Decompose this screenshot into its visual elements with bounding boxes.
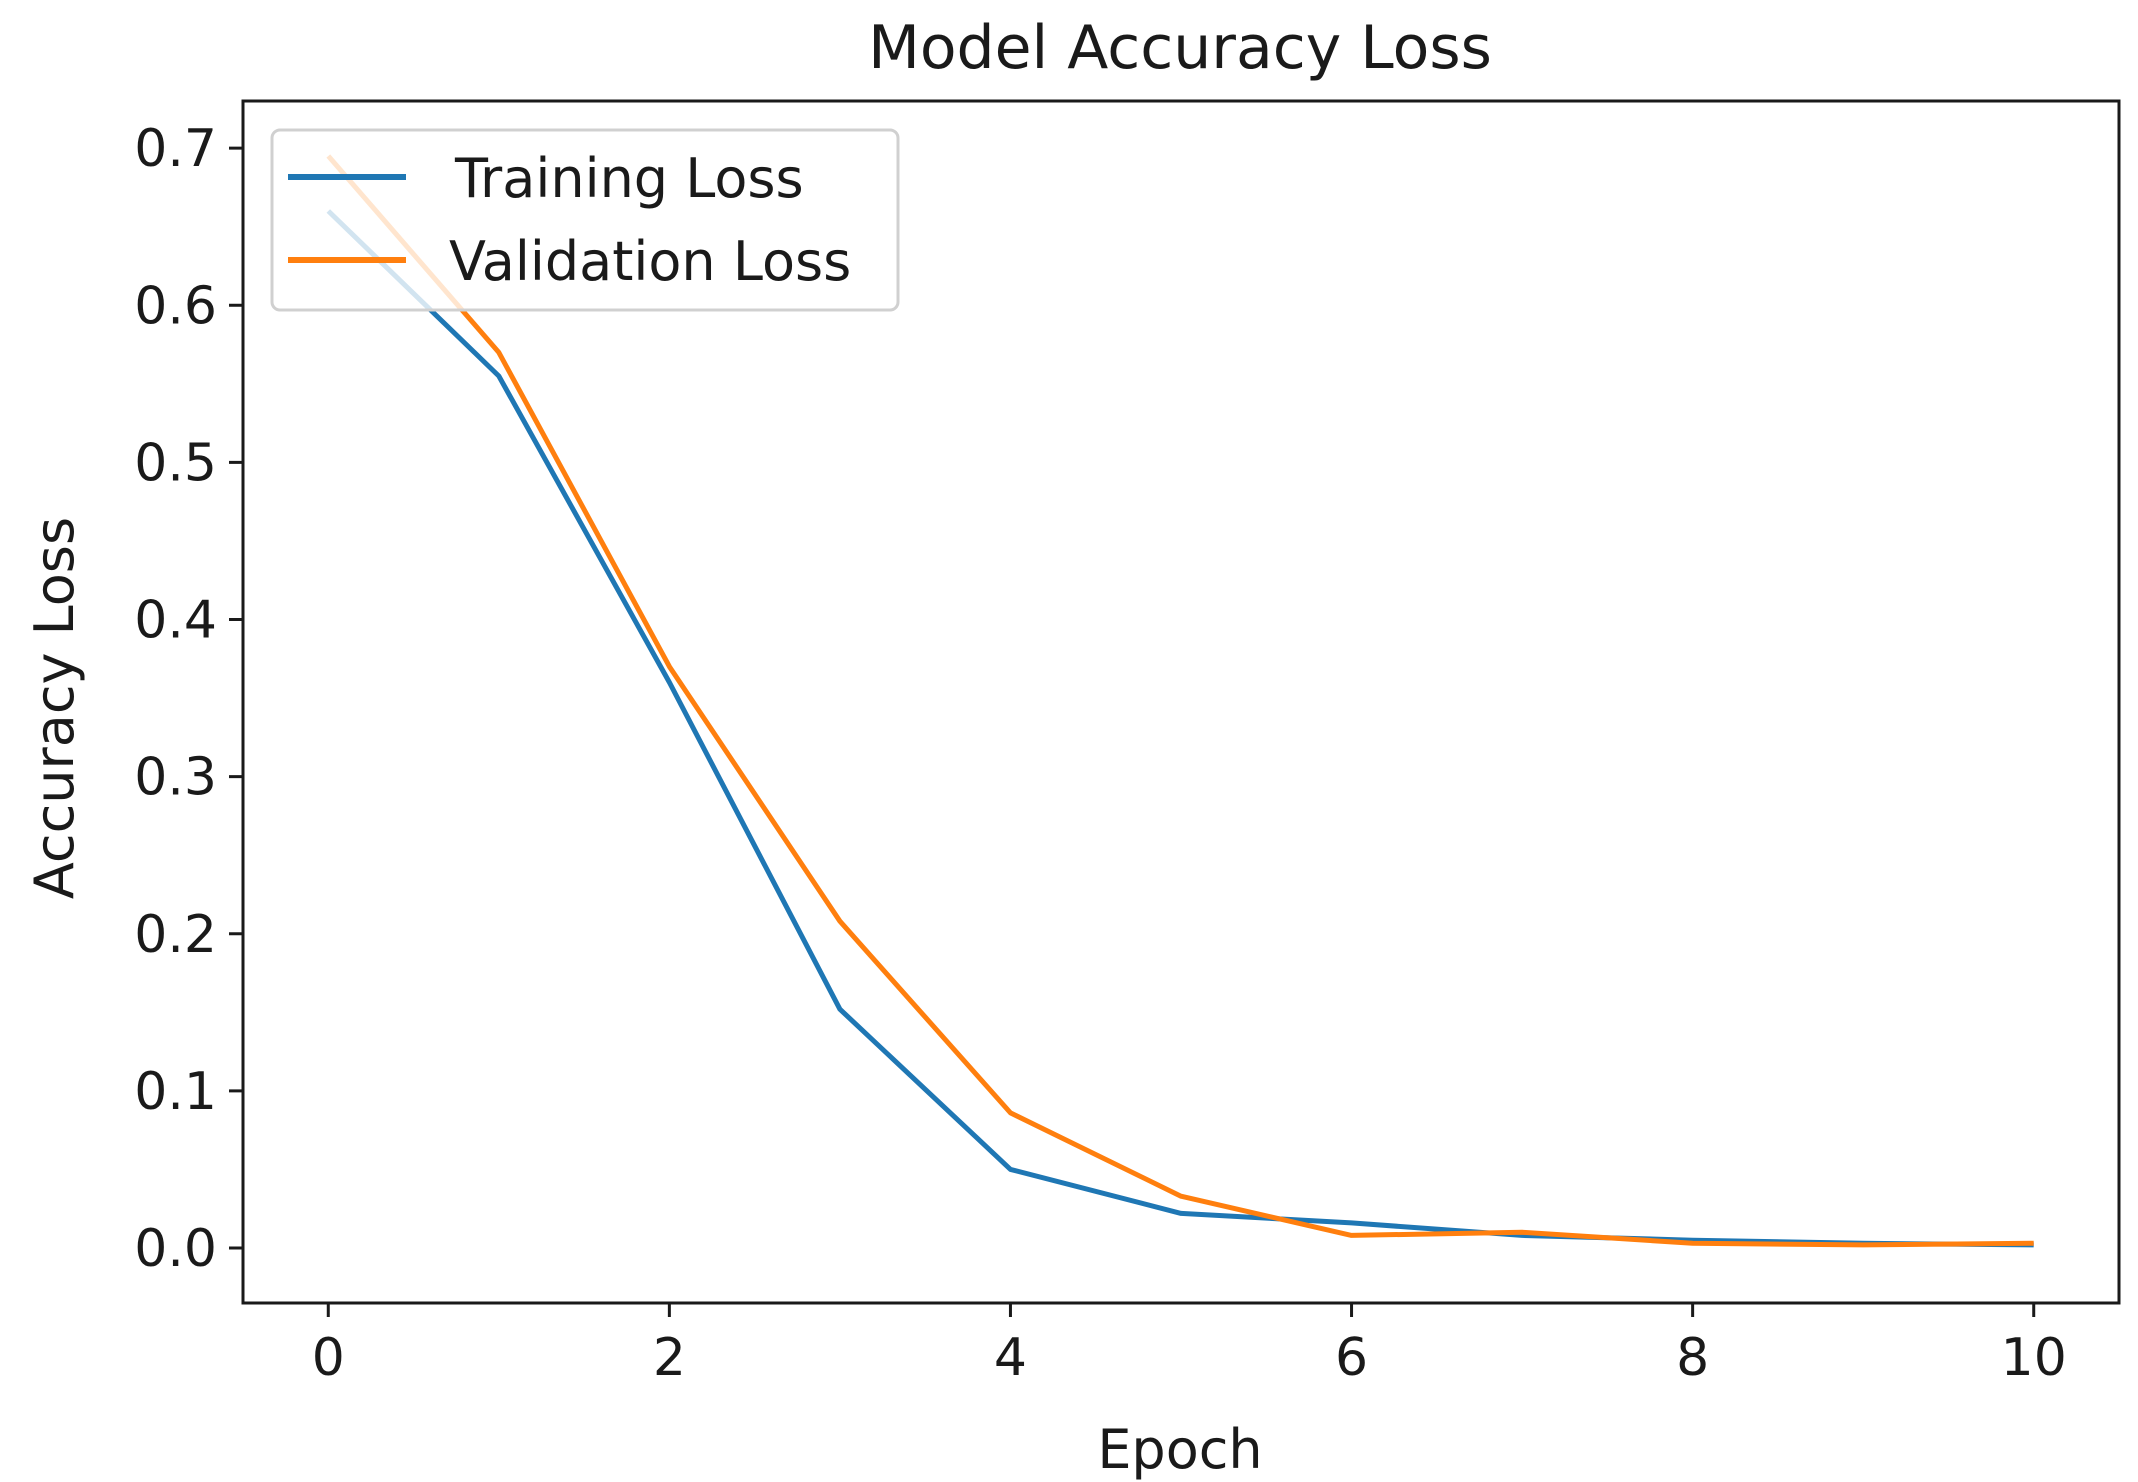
legend-box (270, 128, 900, 312)
legend-label-validation-loss: Validation Loss (449, 230, 851, 293)
series-line-training-loss (326, 209, 2034, 1248)
x-tick-label: 4 (994, 1328, 1027, 1388)
legend: Training Loss Validation Loss (270, 128, 900, 312)
y-axis-ticks: 0.0 0.1 0.2 0.3 0.4 0.5 0.6 0.7 (134, 119, 243, 1279)
x-tick-label: 8 (1676, 1328, 1709, 1388)
y-tick-label: 0.7 (134, 119, 217, 179)
y-tick-label: 0.4 (134, 591, 217, 651)
y-tick-label: 0.0 (134, 1219, 217, 1279)
y-tick-label: 0.6 (134, 276, 217, 336)
y-tick-label: 0.3 (134, 748, 217, 808)
series-lines (326, 154, 2034, 1248)
y-tick-label: 0.1 (134, 1062, 217, 1122)
x-axis-ticks: 0 2 4 6 8 10 (312, 1303, 2067, 1388)
y-tick-label: 0.2 (134, 905, 217, 965)
x-axis-label: Epoch (1097, 1418, 1262, 1481)
x-tick-label: 6 (1335, 1328, 1368, 1388)
series-line-validation-loss (326, 154, 2034, 1248)
chart-title: Model Accuracy Loss (868, 13, 1492, 83)
y-axis-label: Accuracy Loss (23, 517, 86, 899)
x-tick-label: 0 (312, 1328, 345, 1388)
x-tick-label: 2 (653, 1328, 686, 1388)
legend-label-training-loss: Training Loss (454, 147, 804, 210)
x-tick-label: 10 (2001, 1328, 2067, 1388)
y-tick-label: 0.5 (134, 433, 217, 493)
plot-area-frame (241, 99, 2121, 1305)
